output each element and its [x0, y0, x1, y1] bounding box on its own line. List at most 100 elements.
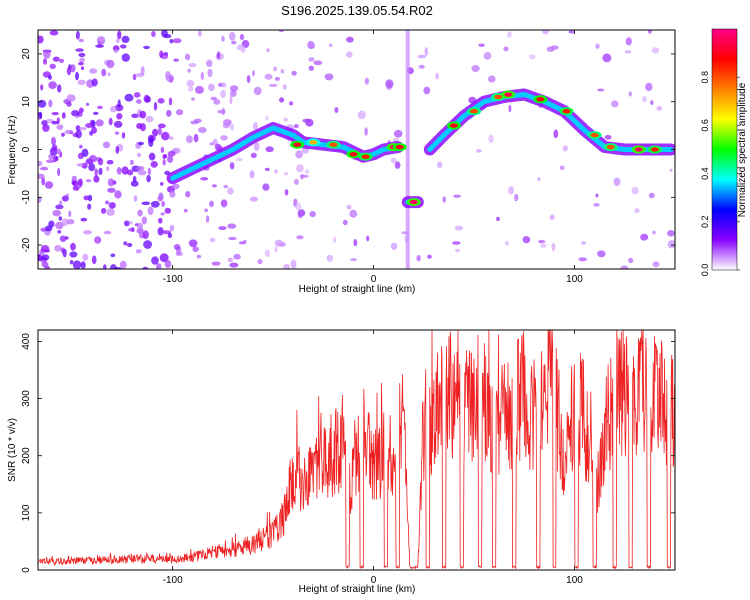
spectrogram-noise-blob: [38, 196, 42, 203]
spectrogram-noise-blob: [124, 93, 134, 102]
spectrogram-noise-blob: [163, 154, 168, 158]
spectrogram-noise-blob: [98, 167, 103, 176]
spectrogram-noise-blob: [77, 79, 86, 86]
spectrogram-noise-blob: [156, 263, 162, 269]
spectrogram-noise-blob: [284, 172, 288, 176]
spectrogram-noise-blob: [61, 218, 69, 227]
spectrogram-noise-blob: [209, 200, 214, 207]
spectrogram-noise-blob: [593, 203, 600, 207]
spectrogram-noise-blob: [185, 191, 191, 198]
spectrogram-noise-blob: [168, 136, 174, 140]
spectrogram-noise-blob: [41, 120, 48, 126]
spectrogram-noise-blob: [213, 99, 221, 105]
colorbar-gradient: [711, 28, 738, 271]
spectrogram-noise-blob: [453, 194, 461, 198]
spectrogram-noise-blob: [246, 75, 251, 84]
spectrogram-noise-blob: [58, 216, 63, 221]
spectrogram-noise-blob: [62, 248, 67, 258]
spectrogram-noise-blob: [273, 66, 278, 72]
spectrogram-noise-blob: [88, 163, 96, 172]
spectrogram-noise-blob: [366, 235, 370, 242]
spectrogram-noise-blob: [94, 236, 102, 244]
spectrogram-noise-blob: [229, 262, 239, 268]
spectrogram-noise-blob: [452, 241, 461, 245]
spectrogram-noise-blob: [57, 230, 62, 234]
spectrogram-noise-blob: [141, 201, 151, 206]
spectrogram-noise-blob: [221, 35, 225, 42]
spectrogram-noise-blob: [116, 113, 123, 120]
spectrogram-noise-blob: [95, 44, 104, 48]
spectrogram-noise-blob: [296, 164, 304, 173]
ridge-core: [170, 125, 401, 181]
spectrogram-noise-blob: [437, 161, 443, 169]
spectrogram-noise-blob: [282, 84, 287, 90]
colorbar-tick-label: 0.0: [700, 264, 710, 277]
spectrogram-noise-blob: [143, 240, 153, 249]
spectrogram-noise-blob: [418, 64, 425, 69]
spectrogram-noise-blob: [68, 210, 72, 218]
spectrogram-noise-blob: [79, 127, 87, 131]
spectrogram-y-tick-label: 10: [21, 96, 32, 108]
spectrogram-noise-blob: [98, 36, 105, 42]
spectrogram-noise-blob: [264, 73, 273, 80]
spectrogram-noise-blob: [211, 261, 221, 266]
spectrogram-noise-blob: [528, 54, 536, 60]
spectrogram-noise-blob: [148, 152, 156, 161]
spectrogram-noise-blob: [222, 122, 230, 129]
spectrogram-noise-blob: [195, 85, 204, 94]
spectrogram-streak: [405, 30, 410, 269]
spectrogram-noise-blob: [150, 161, 158, 168]
spectrogram-noise-blob: [87, 203, 92, 210]
spectrogram-noise-blob: [137, 170, 147, 176]
spectrogram-noise-blob: [198, 127, 207, 133]
spectrogram-noise-blob: [253, 142, 260, 151]
spectrogram-noise-blob: [75, 115, 79, 119]
spectrogram-noise-blob: [123, 220, 130, 227]
spectrogram-noise-blob: [130, 159, 134, 165]
spectrogram-noise-blob: [262, 183, 270, 191]
spectrogram-noise-blob: [274, 246, 278, 253]
spectrogram-noise-blob: [48, 81, 57, 89]
spectrogram-noise-blob: [106, 159, 114, 165]
spectrogram-noise-blob: [164, 207, 171, 214]
spectrogram-noise-blob: [537, 177, 541, 182]
spectrogram-noise-blob: [305, 169, 310, 175]
spectrogram-noise-blob: [264, 249, 270, 257]
spectrogram-noise-blob: [105, 200, 110, 205]
spectrogram-noise-blob: [133, 195, 138, 202]
spectrogram-noise-blob: [39, 111, 43, 120]
spectrogram-noise-blob: [293, 178, 299, 185]
spectrogram-noise-blob: [78, 38, 85, 43]
spectrogram-peak: [606, 144, 615, 150]
spectrogram-noise-blob: [167, 150, 176, 157]
spectrogram-noise-blob: [126, 242, 133, 248]
spectrogram-noise-blob: [158, 217, 163, 224]
spectrogram-noise-blob: [206, 59, 213, 68]
spectrogram-noise-blob: [38, 173, 45, 179]
snr-y-label: SNR (10 * v/v): [7, 418, 18, 482]
spectrogram-noise-blob: [274, 169, 278, 174]
spectrogram-noise-blob: [66, 218, 75, 225]
spectrogram-noise-blob: [38, 254, 43, 262]
spectrogram-noise-blob: [93, 111, 99, 115]
spectrogram-noise-blob: [197, 30, 202, 37]
spectrogram-noise-blob: [83, 230, 92, 235]
spectrogram-noise-blob: [257, 258, 263, 265]
spectrogram-noise-blob: [114, 131, 120, 135]
spectrogram-noise-blob: [656, 106, 663, 111]
spectrogram-noise-blob: [604, 134, 612, 140]
spectrogram-noise-blob: [61, 195, 69, 202]
spectrogram-noise-blob: [143, 45, 150, 50]
colorbar: 0.0 0.2 0.4 0.6 0.8 Normalized spectral ampl…: [700, 28, 748, 277]
spectrogram-noise-blob: [220, 135, 228, 141]
spectrogram-noise-blob: [142, 266, 149, 269]
spectrogram-noise-blob: [107, 72, 111, 76]
spectrogram-noise-blob: [160, 212, 165, 216]
spectrogram-x-tick-label: 100: [566, 274, 583, 285]
spectrogram-noise-blob: [228, 236, 237, 241]
snr-y-tick-label: 100: [21, 504, 32, 521]
spectrogram-noise-blob: [113, 49, 118, 54]
spectrogram-noise-blob: [266, 48, 270, 53]
spectrogram-noise-blob: [634, 208, 640, 214]
spectrogram-noise-blob: [76, 163, 85, 167]
